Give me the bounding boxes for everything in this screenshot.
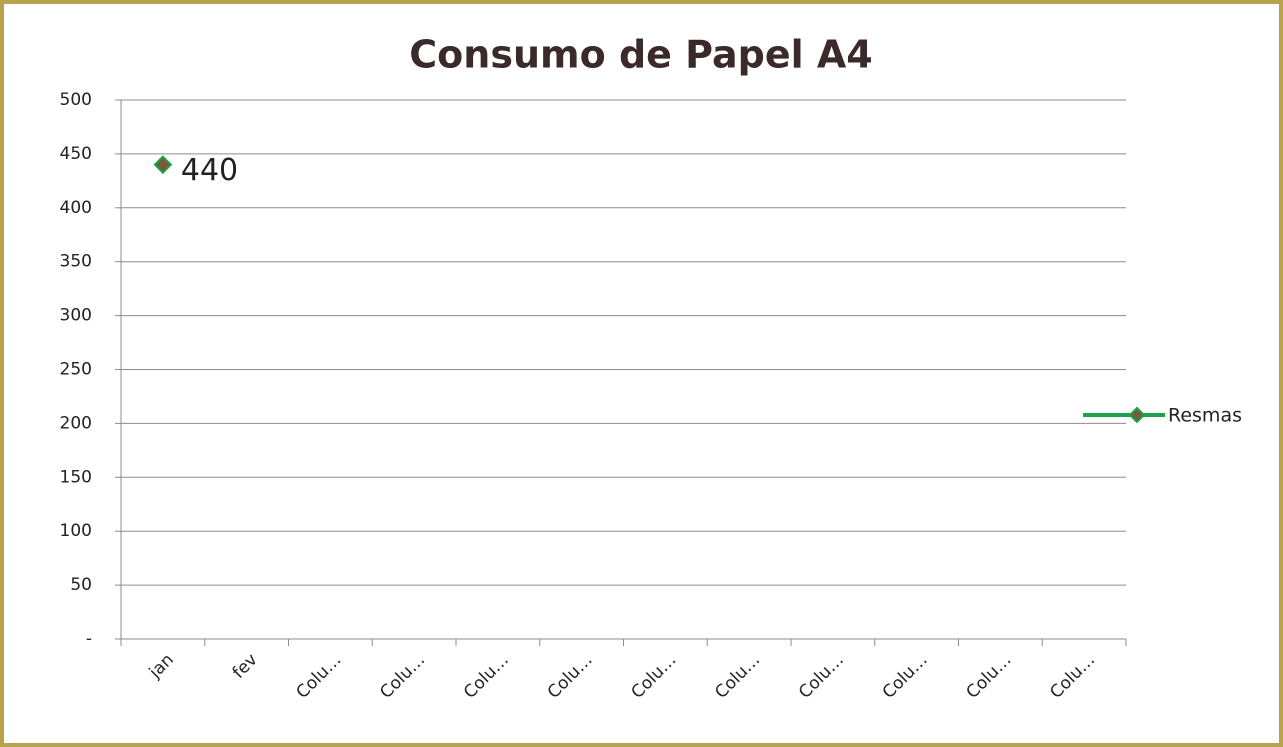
- y-tick-label: 350: [60, 252, 92, 272]
- y-tick-label: 400: [60, 198, 92, 218]
- y-tick-label: 50: [70, 575, 92, 595]
- legend-label: Resmas: [1168, 405, 1242, 427]
- y-tick-label: 250: [60, 360, 92, 380]
- data-point: [153, 155, 173, 175]
- chart-title: Consumo de Papel A4: [409, 33, 872, 77]
- y-tick-label: -: [86, 629, 92, 649]
- y-tick-label: 200: [60, 413, 92, 433]
- y-tick-label: 100: [60, 521, 92, 541]
- y-tick-label: 500: [60, 90, 92, 110]
- data-label: 440: [181, 153, 238, 188]
- y-tick-label: 450: [60, 144, 92, 164]
- y-tick-label: 300: [60, 306, 92, 326]
- y-tick-label: 150: [60, 467, 92, 487]
- legend-marker: [1128, 406, 1146, 424]
